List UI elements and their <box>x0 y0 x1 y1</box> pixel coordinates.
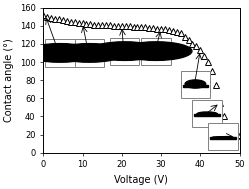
Bar <box>194 114 220 116</box>
Bar <box>47 56 73 58</box>
Y-axis label: Contact angle (°): Contact angle (°) <box>4 38 14 122</box>
Bar <box>210 137 236 139</box>
Ellipse shape <box>197 112 217 116</box>
Bar <box>143 54 169 57</box>
FancyBboxPatch shape <box>75 39 104 67</box>
FancyBboxPatch shape <box>192 100 222 127</box>
Ellipse shape <box>24 44 96 62</box>
FancyBboxPatch shape <box>45 39 75 67</box>
Bar <box>112 54 137 57</box>
X-axis label: Voltage (V): Voltage (V) <box>115 175 168 185</box>
Ellipse shape <box>213 137 233 138</box>
Ellipse shape <box>89 42 161 60</box>
Ellipse shape <box>120 42 192 60</box>
Ellipse shape <box>54 44 125 62</box>
FancyBboxPatch shape <box>181 71 210 98</box>
FancyBboxPatch shape <box>208 123 238 150</box>
Bar <box>183 85 208 87</box>
Bar <box>77 56 102 58</box>
FancyBboxPatch shape <box>141 38 171 65</box>
Ellipse shape <box>185 80 206 88</box>
FancyBboxPatch shape <box>110 38 139 65</box>
